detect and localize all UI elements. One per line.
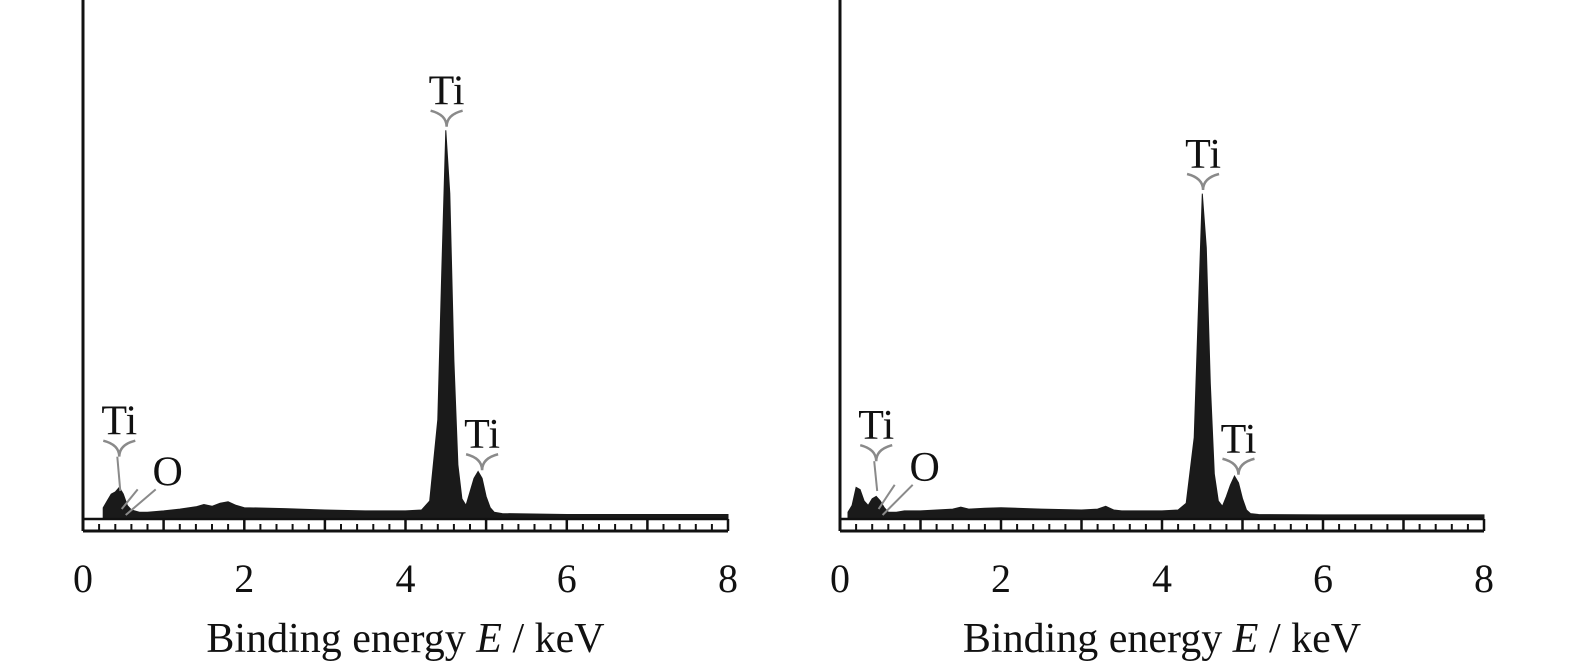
x-tick-label: 2: [991, 556, 1011, 601]
peak-label: Ti: [101, 399, 137, 445]
peak-label: Ti: [858, 403, 894, 449]
peak-marker: [102, 439, 136, 457]
peak-marker-line: [125, 488, 157, 516]
x-tick-label: 2: [234, 556, 254, 601]
peak-label: Ti: [429, 69, 465, 115]
peak-marker-line: [877, 484, 896, 510]
x-axis-title: Binding energy E / keV: [206, 616, 604, 662]
x-tick-label: 6: [557, 556, 577, 601]
peak-label: Ti: [1185, 132, 1221, 178]
peak-marker-line: [873, 461, 879, 492]
spectrum-area: [847, 193, 1485, 520]
spectrum-area: [102, 130, 729, 520]
peak-marker-line: [120, 488, 139, 510]
peak-marker: [859, 443, 893, 462]
chart-panel-2: 0 2 4 6 8 Binding energy E / keV Ti O Ti Ti: [830, 0, 1494, 662]
peak-marker: [465, 453, 499, 471]
peak-marker: [1222, 457, 1255, 475]
x-tick-label: 4: [1152, 556, 1172, 601]
peak-marker: [1186, 172, 1220, 191]
peak-label: Ti: [1221, 417, 1257, 463]
peak-marker: [430, 109, 463, 127]
x-tick-label: 0: [830, 556, 850, 601]
x-tick-label: 6: [1313, 556, 1333, 601]
chart-panel-1: 0 2 4 6 8 Binding energy E / keV Ti O Ti Ti: [73, 0, 738, 662]
peak-marker-line: [116, 456, 122, 492]
peak-label: Ti: [464, 412, 500, 458]
peak-marker-line: [881, 484, 914, 516]
x-tick-label: 8: [718, 556, 738, 601]
x-tick-label: 4: [396, 556, 416, 601]
x-tick-label: 0: [73, 556, 93, 601]
x-tick-label: 8: [1474, 556, 1494, 601]
peak-label: O: [910, 445, 940, 491]
peak-label: O: [153, 449, 183, 495]
x-axis-title: Binding energy E / keV: [963, 616, 1361, 662]
